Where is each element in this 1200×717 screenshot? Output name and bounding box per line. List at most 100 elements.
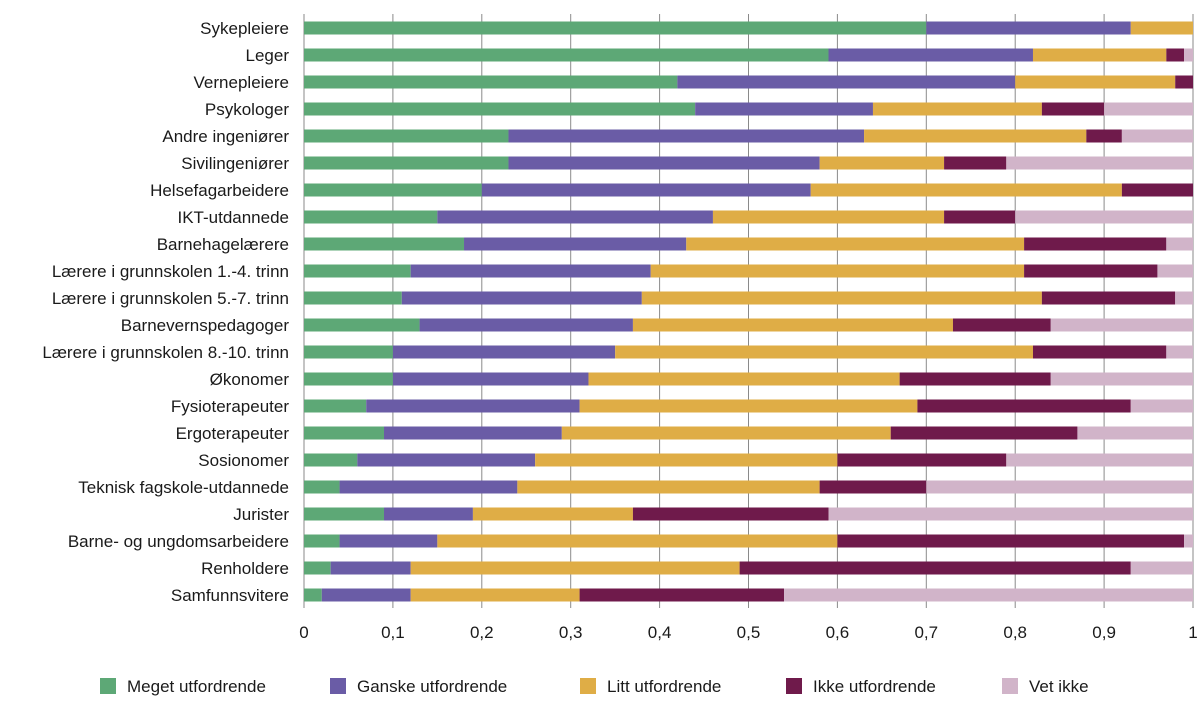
legend-swatch	[100, 678, 116, 694]
bar-segment	[304, 237, 465, 251]
x-tick-label: 0	[299, 623, 308, 642]
category-label: Barnevernspedagoger	[121, 316, 290, 335]
bar-segment	[632, 318, 953, 332]
bar-segment	[304, 318, 420, 332]
bar-segment	[304, 399, 367, 413]
bar-segment	[944, 156, 1007, 170]
bar-segment	[579, 399, 918, 413]
bar-segment	[304, 372, 393, 386]
category-label: Ergoterapeuter	[176, 424, 290, 443]
bar-segment	[561, 426, 891, 440]
bar-segment	[304, 345, 393, 359]
x-tick-label: 0,6	[826, 623, 850, 642]
bar-segment	[1130, 21, 1193, 35]
category-label: Teknisk fagskole-utdannede	[78, 478, 289, 497]
bar-segment	[339, 480, 518, 494]
bar-segment	[632, 507, 829, 521]
bar-segment	[1086, 129, 1122, 143]
bar-segment	[508, 156, 820, 170]
category-label: Andre ingeniører	[162, 127, 289, 146]
bar-segment	[1032, 345, 1167, 359]
bar-segment	[304, 453, 358, 467]
category-label: Sosionomer	[198, 451, 289, 470]
bar-segment	[1006, 156, 1193, 170]
bar-segment	[330, 561, 411, 575]
category-label: Lærere i grunnskolen 5.-7. trinn	[52, 289, 289, 308]
bar-segment	[1130, 399, 1193, 413]
bar-segment	[890, 426, 1078, 440]
bar-segment	[392, 372, 589, 386]
bar-segment	[1015, 75, 1176, 89]
bar-segment	[1032, 48, 1167, 62]
x-tick-label: 0,1	[381, 623, 405, 642]
category-label: Renholdere	[201, 559, 289, 578]
legend-swatch	[1002, 678, 1018, 694]
bar-segment	[481, 183, 811, 197]
bar-segment	[1166, 237, 1193, 251]
bar-segment	[926, 480, 1193, 494]
bar-segment	[1175, 75, 1193, 89]
bar-segment	[304, 75, 678, 89]
bar-segment	[304, 21, 927, 35]
bar-segment	[1130, 561, 1193, 575]
bar-segment	[304, 156, 509, 170]
bar-segment	[810, 183, 1122, 197]
bar-segment	[508, 129, 865, 143]
bar-segment	[837, 453, 1007, 467]
category-label: Helsefagarbeidere	[150, 181, 289, 200]
bar-segment	[1121, 183, 1193, 197]
category-label: Vernepleiere	[194, 73, 289, 92]
x-tick-label: 0,5	[737, 623, 761, 642]
bar-segment	[828, 507, 1193, 521]
bar-segment	[1184, 48, 1193, 62]
category-label: Leger	[246, 46, 290, 65]
x-tick-label: 0,8	[1003, 623, 1027, 642]
bar-segment	[579, 588, 785, 602]
bar-segment	[304, 264, 411, 278]
bar-segment	[926, 21, 1131, 35]
legend-swatch	[786, 678, 802, 694]
category-label: Sivilingeniører	[181, 154, 289, 173]
bar-segment	[304, 291, 402, 305]
bar-segment	[944, 210, 1016, 224]
bar-segment	[304, 129, 509, 143]
bar-segment	[321, 588, 411, 602]
legend-label: Litt utfordrende	[607, 677, 721, 696]
bar-segment	[304, 102, 696, 116]
bar-segment	[677, 75, 1016, 89]
category-label: Lærere i grunnskolen 8.-10. trinn	[42, 343, 289, 362]
bar-segment	[899, 372, 1051, 386]
bar-segment	[1104, 102, 1193, 116]
bar-segment	[837, 534, 1185, 548]
bar-segment	[535, 453, 838, 467]
bar-segment	[410, 561, 740, 575]
bar-segment	[392, 345, 616, 359]
bar-segment	[401, 291, 642, 305]
legend-label: Ganske utfordrende	[357, 677, 507, 696]
bar-segment	[615, 345, 1033, 359]
legend-swatch	[330, 678, 346, 694]
bar-segment	[1024, 237, 1167, 251]
bar-segment	[1121, 129, 1193, 143]
x-tick-label: 0,2	[470, 623, 494, 642]
bar-segment	[366, 399, 580, 413]
bar-segment	[339, 534, 438, 548]
bar-segment	[384, 426, 562, 440]
x-tick-label: 0,3	[559, 623, 583, 642]
x-tick-label: 0,4	[648, 623, 672, 642]
bar-segment	[1175, 291, 1193, 305]
category-label: IKT-utdannede	[177, 208, 289, 227]
legend-label: Ikke utfordrende	[813, 677, 936, 696]
bar-segment	[784, 588, 1193, 602]
bar-segment	[410, 588, 580, 602]
bar-segment	[384, 507, 473, 521]
bar-segment	[1015, 210, 1193, 224]
bar-segment	[464, 237, 687, 251]
category-label: Sykepleiere	[200, 19, 289, 38]
bar-segment	[1050, 318, 1193, 332]
bar-segment	[410, 264, 651, 278]
bar-segment	[304, 426, 385, 440]
legend-label: Vet ikke	[1029, 677, 1089, 696]
bar-segment	[588, 372, 900, 386]
legend-swatch	[580, 678, 596, 694]
